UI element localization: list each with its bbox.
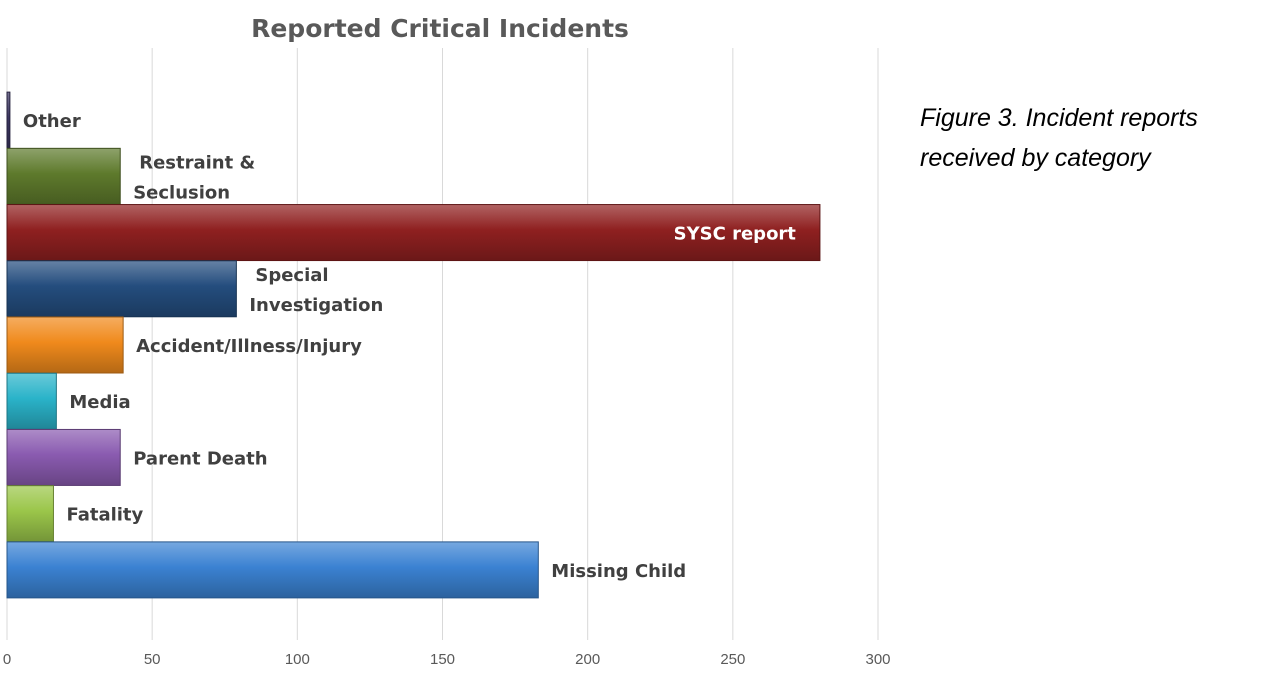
bar-data-label: Missing Child	[551, 561, 686, 582]
bar-special-investigation	[6, 260, 237, 318]
bars	[6, 91, 821, 599]
bar-other	[6, 91, 11, 149]
x-axis-ticks: 0 50 100 150 200 250 300	[3, 651, 891, 668]
figure-caption: Figure 3. Incident reports received by c…	[920, 104, 1198, 172]
bar-data-label: Special Investigation	[249, 265, 383, 316]
chart-title: Reported Critical Incidents	[251, 14, 629, 43]
bar-data-label: Accident/Illness/Injury	[136, 336, 362, 357]
bar-data-label: Restraint & Seclusion	[133, 152, 255, 203]
bar-parent-death	[6, 428, 121, 486]
x-tick-label: 0	[3, 651, 11, 668]
bar-sysc-report	[6, 204, 821, 262]
gridlines	[6, 48, 879, 640]
bar-media	[6, 372, 57, 430]
x-tick-label: 50	[144, 651, 161, 668]
bar-data-label: Parent Death	[133, 448, 267, 469]
x-tick-label: 200	[575, 651, 600, 668]
bar-missing-child	[6, 541, 539, 599]
bar-data-label: Other	[23, 111, 81, 132]
bar-restraint-seclusion	[6, 147, 121, 205]
bar-chart: Reported Critical Incidents Other Restrai…	[3, 14, 891, 668]
bar-data-label: Media	[69, 392, 130, 413]
bar-fatality	[6, 485, 54, 543]
x-tick-label: 100	[285, 651, 310, 668]
bar-labels: Other Restraint & Seclusion SYSC report Spec…	[23, 111, 796, 582]
x-tick-label: 300	[865, 651, 890, 668]
bar-data-label: SYSC report	[674, 224, 797, 245]
x-tick-label: 250	[720, 651, 745, 668]
x-tick-label: 150	[430, 651, 455, 668]
bar-accident-illness-injury	[6, 316, 124, 374]
bar-data-label: Fatality	[66, 505, 143, 526]
